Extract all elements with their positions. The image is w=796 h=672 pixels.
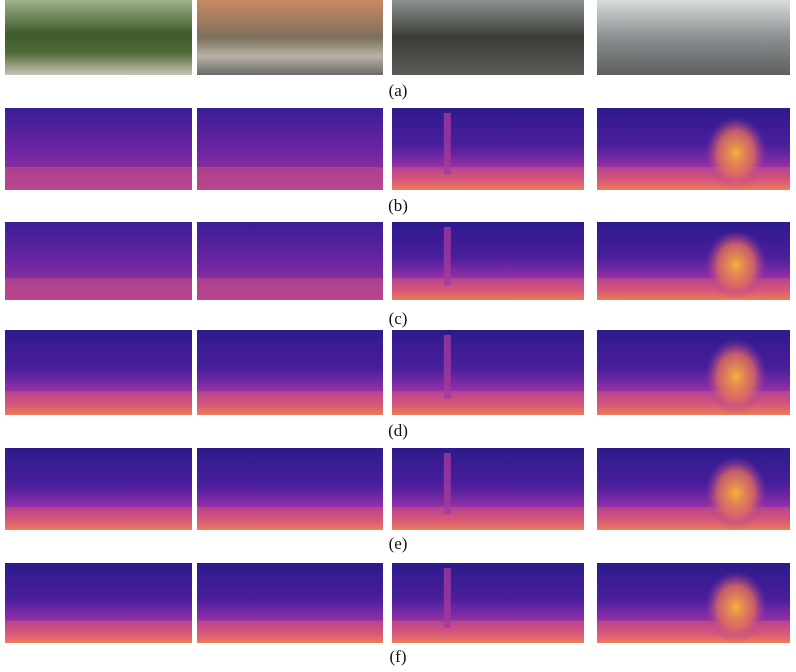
pole-region <box>444 227 451 286</box>
ground-band <box>5 621 192 643</box>
ground-band <box>392 278 584 300</box>
figure: (a) (b) (c) (d) (e) (f) <box>0 0 796 672</box>
input-image <box>5 0 192 75</box>
pedestrian-region <box>705 456 767 530</box>
ground-band <box>392 167 584 190</box>
pole-region <box>444 113 451 175</box>
caption: (d) <box>388 421 408 440</box>
caption: (f) <box>390 647 407 666</box>
input-image <box>392 0 584 75</box>
input-image <box>597 0 790 75</box>
pedestrian-region <box>705 339 767 416</box>
ground-band <box>5 278 192 300</box>
ground-band <box>197 278 383 300</box>
input-image <box>197 0 383 75</box>
page: (a)(b)(c)(d)(e)(f) (() => { const data =… <box>0 0 796 672</box>
pedestrian-region <box>705 230 767 300</box>
pole-region <box>444 453 451 515</box>
ground-band <box>197 621 383 643</box>
ground-band <box>392 507 584 530</box>
ground-band <box>392 621 584 643</box>
pole-region <box>444 568 451 628</box>
ground-band <box>197 507 383 530</box>
ground-band <box>392 391 584 415</box>
ground-band <box>5 167 192 190</box>
ground-band <box>5 507 192 530</box>
caption: (c) <box>389 309 408 328</box>
ground-band <box>197 167 383 190</box>
pole-region <box>444 335 451 399</box>
caption: (b) <box>388 196 408 215</box>
ground-band <box>5 391 192 415</box>
caption: (e) <box>389 534 408 553</box>
pedestrian-region <box>705 116 767 190</box>
caption: (a) <box>389 81 408 100</box>
pedestrian-region <box>705 571 767 643</box>
ground-band <box>197 391 383 415</box>
